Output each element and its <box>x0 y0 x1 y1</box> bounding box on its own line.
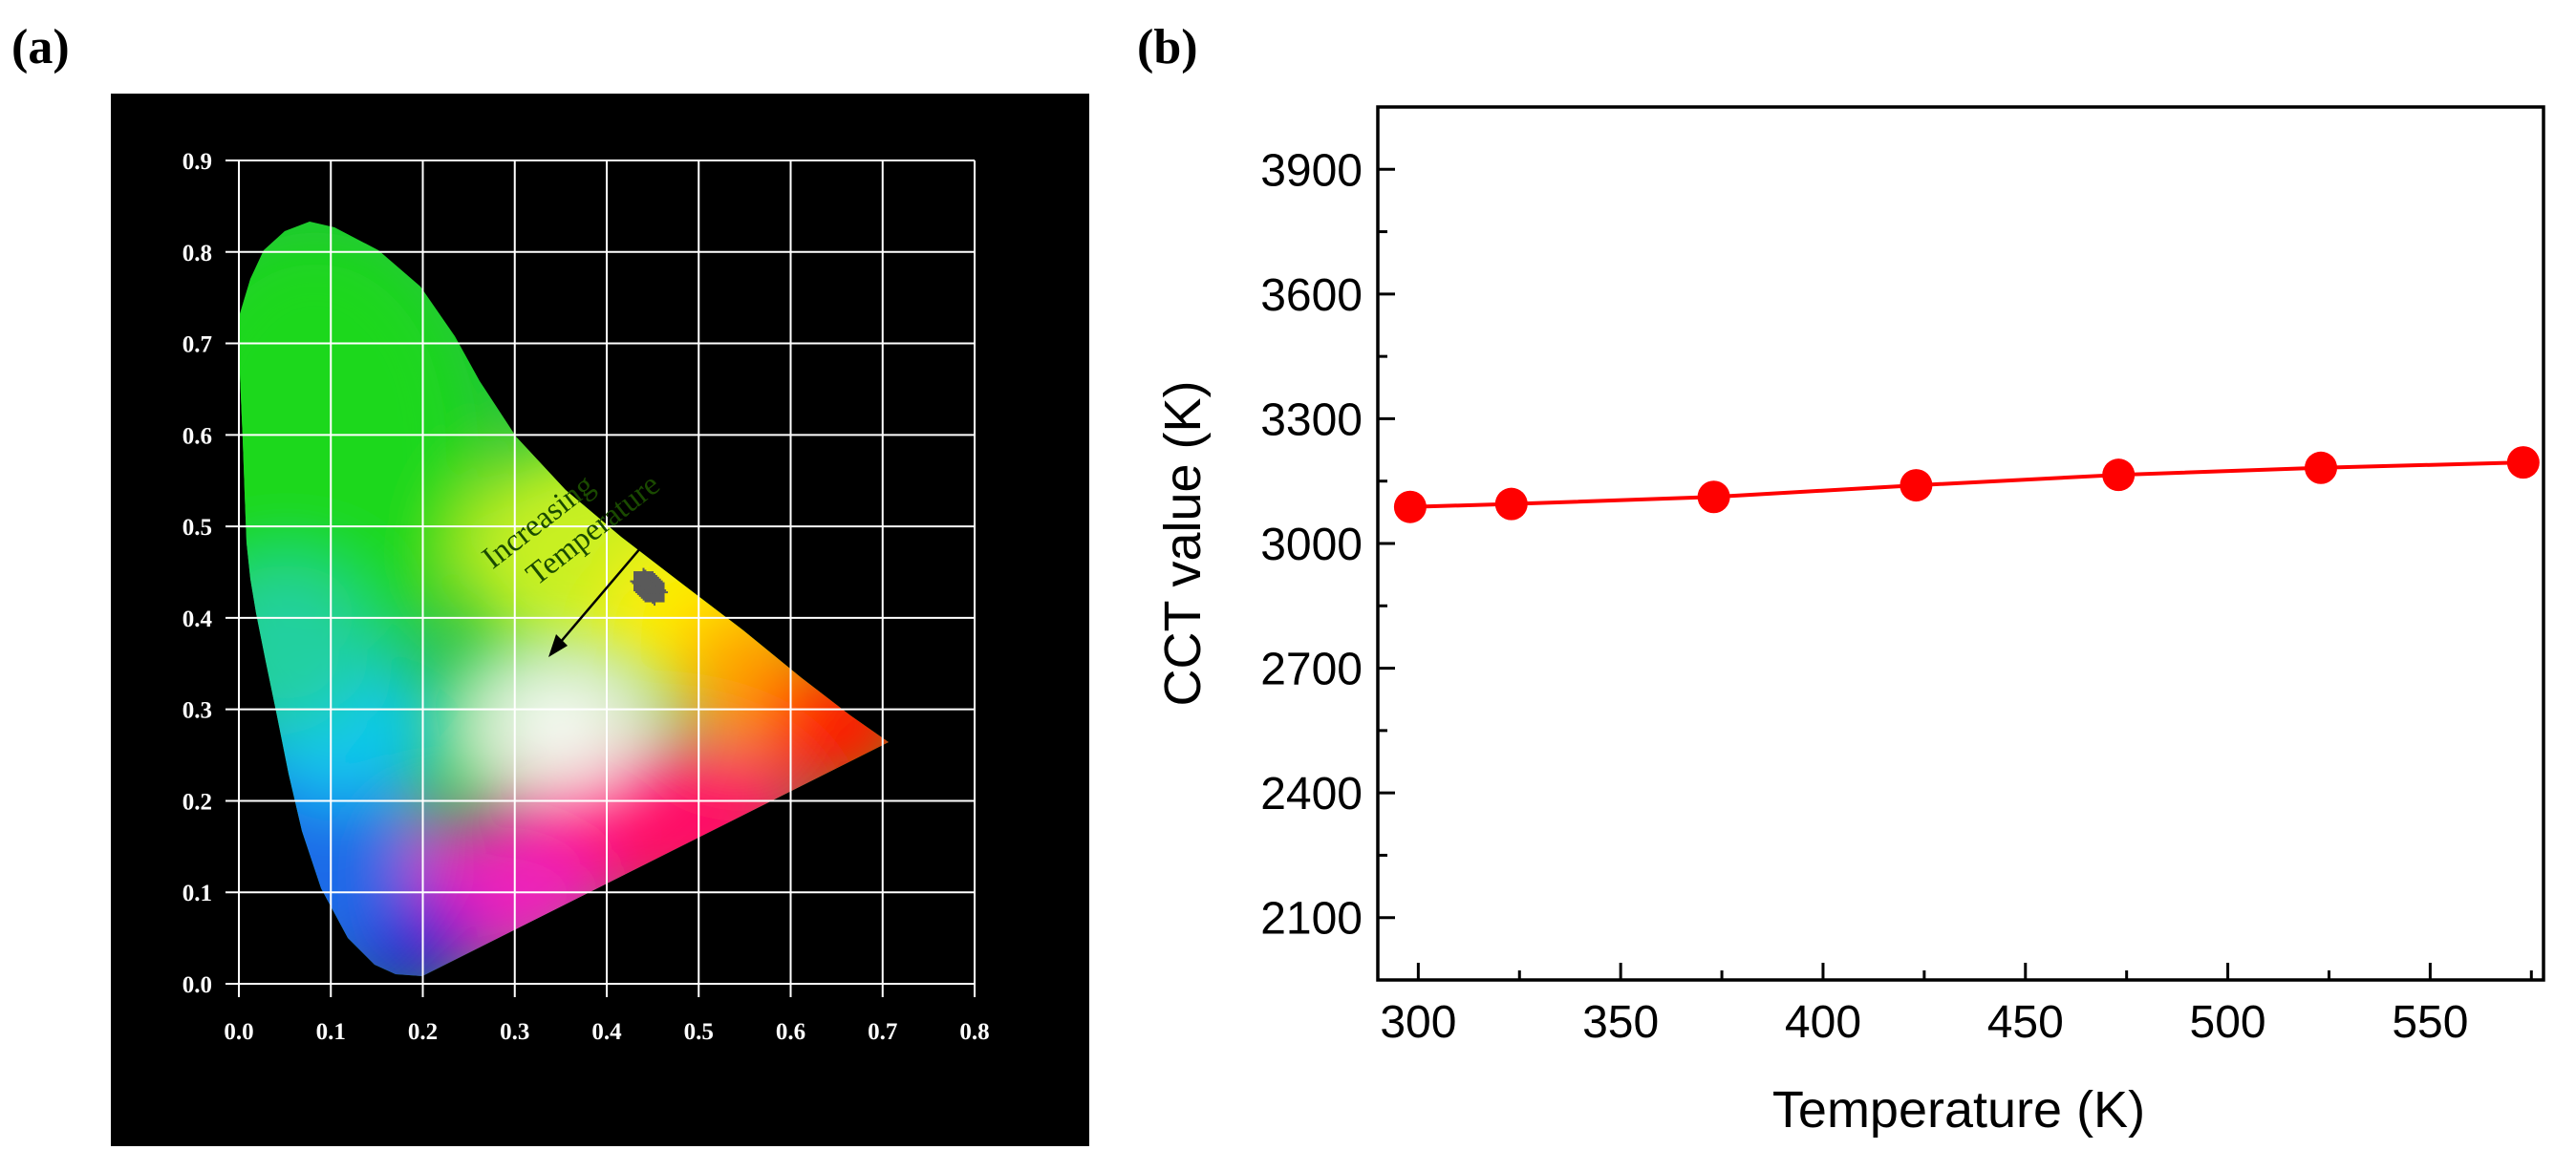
cie-x-tick-label: 0.8 <box>959 1019 989 1045</box>
cie-grid <box>225 160 976 997</box>
cct-y-tick-label: 2700 <box>1260 645 1363 695</box>
cct-x-tick-label: 450 <box>1987 997 2064 1048</box>
cct-plot-frame <box>1376 105 2545 982</box>
cct-y-tick-label: 2400 <box>1260 769 1363 820</box>
cie-y-tick-label: 0.5 <box>182 515 212 541</box>
annotation-arrow-line <box>553 527 658 650</box>
panel-label-a: (a) <box>11 20 70 75</box>
cie-y-tick-label: 0.1 <box>182 881 212 906</box>
cie-x-tick-label: 0.3 <box>500 1019 529 1045</box>
cie-y-tick-label: 0.0 <box>182 972 212 998</box>
cie-y-tick-label: 0.6 <box>182 423 212 449</box>
cct-chart: 2100 2400 2700 3000 3300 3600 3900 300 350 400 45… <box>1154 105 2545 1139</box>
cct-y-tick-labels: 2100 2400 2700 3000 3300 3600 3900 <box>1260 145 1363 944</box>
cie-y-tick-label: 0.2 <box>182 789 212 815</box>
cct-point <box>2305 451 2338 484</box>
cie-x-tick-label: 0.7 <box>868 1019 897 1045</box>
cct-x-tick-label: 550 <box>2392 997 2468 1048</box>
cie-y-tick-label: 0.3 <box>182 698 212 724</box>
cct-y-tick-label: 3300 <box>1260 394 1363 445</box>
cct-point <box>2506 446 2540 479</box>
cct-point <box>1494 487 1528 521</box>
cct-x-tick-labels: 300 350 400 450 500 550 <box>1380 997 2468 1048</box>
cct-x-tick-label: 300 <box>1380 997 1456 1048</box>
cie-x-tick-label: 0.5 <box>684 1019 714 1045</box>
panel-label-b: (b) <box>1137 20 1198 75</box>
cie-x-tick-labels: 0.0 0.1 0.2 0.3 0.4 0.5 0.6 0.7 0.8 <box>224 1019 989 1045</box>
cct-x-tick-label: 500 <box>2190 997 2266 1048</box>
cct-x-axis-label: Temperature (K) <box>1772 1081 2145 1139</box>
cie-points <box>630 567 669 607</box>
cie-y-tick-labels: 0.0 0.1 0.2 0.3 0.4 0.5 0.6 0.7 0.8 0.9 <box>182 149 213 998</box>
cie-x-tick-label: 0.2 <box>408 1019 438 1045</box>
cct-y-tick-label: 3600 <box>1260 270 1363 321</box>
cct-y-tick-label: 3900 <box>1260 145 1363 196</box>
cie-y-tick-label: 0.8 <box>182 241 212 266</box>
cie-y-tick-label: 0.7 <box>182 332 212 358</box>
cct-point <box>1393 490 1427 523</box>
cct-y-tick-label: 3000 <box>1260 520 1363 570</box>
cct-series-line <box>1409 460 2523 509</box>
cct-x-tick-label: 400 <box>1785 997 1861 1048</box>
cct-y-axis-label: CCT value (K) <box>1154 380 1212 706</box>
cct-points <box>1393 446 2540 523</box>
cct-ticks <box>1378 105 2533 982</box>
annotation-arrowhead <box>548 634 568 657</box>
cct-x-tick-label: 350 <box>1582 997 1659 1048</box>
cie-y-tick-label: 0.9 <box>182 149 212 175</box>
cie-chart: 0.0 0.1 0.2 0.3 0.4 0.5 0.6 0.7 0.8 0.0 0.1 0.2 0.3… <box>111 94 1089 1146</box>
cie-y-tick-label: 0.4 <box>182 607 213 632</box>
cct-point <box>1697 480 1730 514</box>
cie-x-tick-label: 0.1 <box>316 1019 346 1045</box>
cie-x-tick-label: 0.4 <box>591 1019 622 1045</box>
cie-x-tick-label: 0.6 <box>776 1019 805 1045</box>
cct-point <box>2102 458 2136 492</box>
cct-point <box>1900 469 1933 502</box>
cct-y-tick-label: 2100 <box>1260 894 1363 945</box>
cie-x-tick-label: 0.0 <box>224 1019 253 1045</box>
